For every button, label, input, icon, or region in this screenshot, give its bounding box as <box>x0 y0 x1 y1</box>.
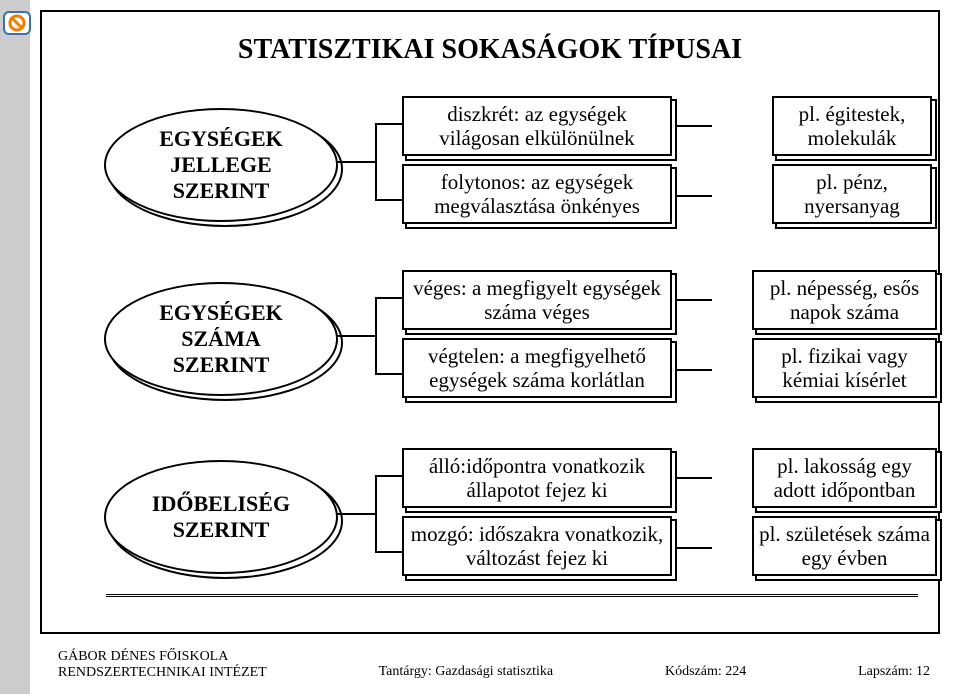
bracket-connector <box>336 270 402 402</box>
definition-box: véges: a megfigyelt egységek száma véges <box>402 270 672 330</box>
box-text: pl. pénz, nyersanyag <box>778 170 926 218</box>
definition-box: álló:időpontra vonatkozik állapotot feje… <box>402 448 672 508</box>
definition-box: mozgó: időszakra vonatkozik, változást f… <box>402 516 672 576</box>
box-text: folytonos: az egységek megválasztása önk… <box>408 170 666 218</box>
definition-box: folytonos: az egységek megválasztása önk… <box>402 164 672 224</box>
footer-subject: Tantárgy: Gazdasági statisztika <box>379 664 553 680</box>
ellipse-label: EGYSÉGEK JELLEGE SZERINT <box>159 126 282 204</box>
footer-code: Kódszám: 224 <box>665 664 746 680</box>
ellipse-label: IDŐBELISÉG SZERINT <box>152 491 290 543</box>
definition-box: végtelen: a megfigyelhető egységek száma… <box>402 338 672 398</box>
footer-institution: GÁBOR DÉNES FŐISKOLA RENDSZERTECHNIKAI I… <box>58 649 267 680</box>
box-text: mozgó: időszakra vonatkozik, változást f… <box>408 522 666 570</box>
category-ellipse-jellege: EGYSÉGEK JELLEGE SZERINT <box>104 108 338 222</box>
example-box: pl. lakosság egy adott időpontban <box>752 448 937 508</box>
example-box: pl. pénz, nyersanyag <box>772 164 932 224</box>
category-ellipse-szama: EGYSÉGEK SZÁMA SZERINT <box>104 282 338 396</box>
category-ellipse-idobeliseg: IDŐBELISÉG SZERINT <box>104 460 338 574</box>
slide-title: STATISZTIKAI SOKASÁGOK TÍPUSAI <box>42 34 938 66</box>
example-box: pl. népesség, esős napok száma <box>752 270 937 330</box>
footer-page: Lapszám: 12 <box>858 664 930 680</box>
footer-line1: GÁBOR DÉNES FŐISKOLA <box>58 649 267 664</box>
ellipse-label: EGYSÉGEK SZÁMA SZERINT <box>159 300 282 378</box>
example-box: pl. születések száma egy évben <box>752 516 937 576</box>
bracket-connector-small <box>677 96 752 228</box>
bracket-connector-small <box>677 270 752 402</box>
box-text: véges: a megfigyelt egységek száma véges <box>408 276 666 324</box>
box-text: álló:időpontra vonatkozik állapotot feje… <box>408 454 666 502</box>
box-text: pl. lakosság egy adott időpontban <box>758 454 931 502</box>
box-text: pl. égitestek, molekulák <box>778 102 926 150</box>
bracket-connector <box>336 448 402 580</box>
slide-page: STATISZTIKAI SOKASÁGOK TÍPUSAI EGYSÉGEK … <box>0 0 960 694</box>
bracket-connector <box>336 96 402 228</box>
example-box: pl. fizikai vagy kémiai kísérlet <box>752 338 937 398</box>
box-text: pl. fizikai vagy kémiai kísérlet <box>758 344 931 392</box>
definition-box: diszkrét: az egységek világosan elkülönü… <box>402 96 672 156</box>
logo-icon <box>2 10 32 36</box>
footer-divider <box>106 594 918 597</box>
box-text: diszkrét: az egységek világosan elkülönü… <box>408 102 666 150</box>
box-text: pl. népesség, esős napok száma <box>758 276 931 324</box>
bracket-connector-small <box>677 448 752 580</box>
slide-footer: GÁBOR DÉNES FŐISKOLA RENDSZERTECHNIKAI I… <box>58 649 930 680</box>
example-box: pl. égitestek, molekulák <box>772 96 932 156</box>
footer-line2: RENDSZERTECHNIKAI INTÉZET <box>58 665 267 680</box>
box-text: végtelen: a megfigyelhető egységek száma… <box>408 344 666 392</box>
box-text: pl. születések száma egy évben <box>758 522 931 570</box>
slide-frame: STATISZTIKAI SOKASÁGOK TÍPUSAI EGYSÉGEK … <box>40 10 940 634</box>
left-stripe <box>0 0 30 694</box>
